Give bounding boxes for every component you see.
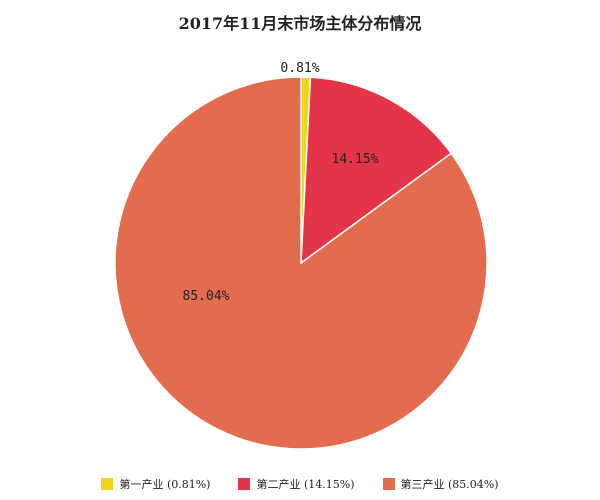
legend-item-secondary: 第二产业 (14.15%) <box>238 476 355 492</box>
data-label-primary: 0.81% <box>280 61 319 76</box>
data-label-secondary: 14.15% <box>332 152 379 167</box>
legend-label-primary: 第一产业 (0.81%) <box>119 478 211 491</box>
legend-label-secondary: 第二产业 (14.15%) <box>256 478 355 491</box>
legend-swatch-tertiary <box>382 478 395 490</box>
legend-swatch-primary <box>101 478 114 490</box>
data-label-tertiary: 85.04% <box>183 289 230 304</box>
legend-label-tertiary: 第三产业 (85.04%) <box>400 478 499 491</box>
pie-slice-secondary <box>300 76 453 265</box>
chart-title: 2017年11月末市场主体分布情况 <box>178 14 422 33</box>
legend-swatch-secondary <box>238 478 251 490</box>
legend: 第一产业 (0.81%) 第二产业 (14.15%) 第三产业 (85.04%) <box>0 476 600 492</box>
pie-slices <box>114 76 488 450</box>
pie-slice-tertiary <box>114 76 488 450</box>
pie-labels: 0.81% 14.15% 85.04% <box>183 61 379 304</box>
legend-item-tertiary: 第三产业 (85.04%) <box>382 476 499 492</box>
legend-item-primary: 第一产业 (0.81%) <box>101 476 210 492</box>
